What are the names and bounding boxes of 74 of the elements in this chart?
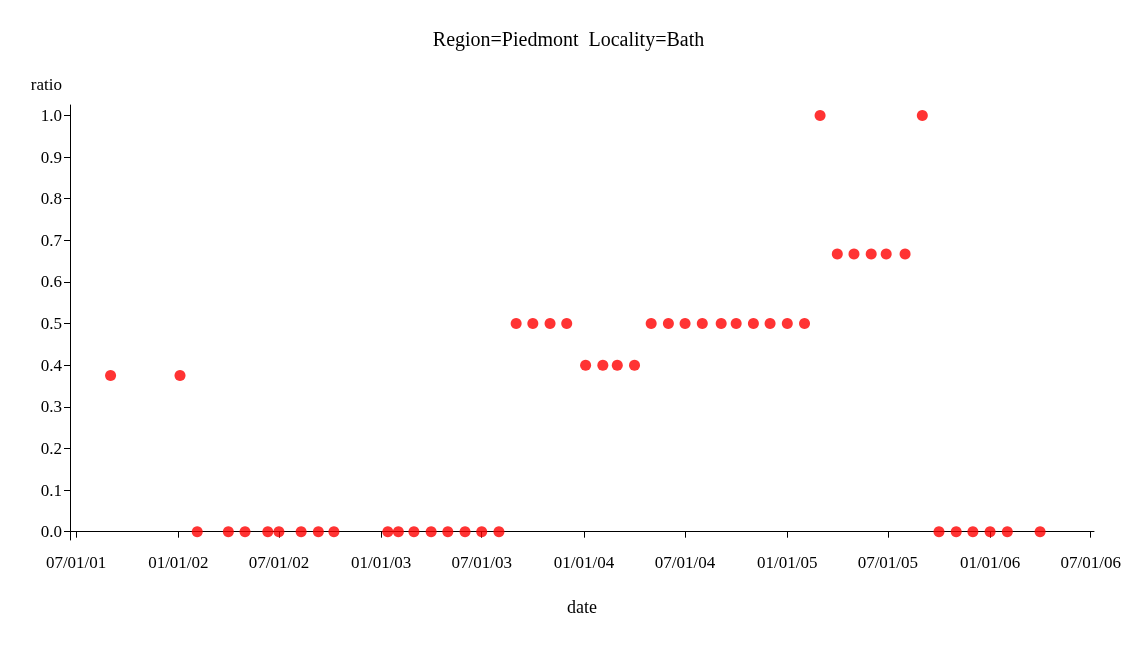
x-tick-label: 01/01/03 — [350, 553, 412, 572]
point — [645, 318, 657, 330]
point — [1034, 526, 1046, 538]
point — [312, 526, 324, 538]
y-tick-label: 0.7 — [40, 230, 63, 250]
point — [382, 526, 394, 538]
point — [848, 248, 860, 260]
point — [950, 526, 962, 538]
point — [476, 526, 488, 538]
point — [764, 318, 776, 330]
point — [442, 526, 454, 538]
point — [295, 526, 307, 538]
x-tick-label: 01/01/05 — [757, 553, 818, 572]
point — [191, 526, 203, 538]
point — [799, 318, 811, 330]
point — [880, 248, 892, 260]
point — [239, 526, 251, 538]
y-tick-label: 0.8 — [40, 189, 62, 209]
point — [392, 526, 404, 538]
x-tick-label: 07/01/03 — [451, 553, 512, 572]
chart-title: Region=Piedmont Locality=Bath — [432, 28, 705, 51]
point — [899, 248, 911, 260]
point — [831, 248, 843, 260]
y-tick-label: 1.0 — [40, 105, 62, 125]
point — [262, 526, 274, 538]
point — [493, 526, 505, 538]
y-tick-label: 0.4 — [40, 355, 63, 375]
x-tick-label: 07/01/02 — [248, 553, 310, 572]
point — [747, 318, 759, 330]
point — [984, 526, 996, 538]
point — [174, 370, 186, 382]
y-tick-label: 0.6 — [40, 272, 62, 292]
point — [222, 526, 234, 538]
point — [561, 318, 573, 330]
point — [597, 359, 609, 371]
point — [408, 526, 420, 538]
point — [662, 318, 674, 330]
y-tick-label: 0.3 — [40, 397, 62, 417]
point — [865, 248, 877, 260]
point — [459, 526, 471, 538]
point — [715, 318, 727, 330]
y-tick-label: 0.5 — [40, 314, 62, 334]
y-tick-label: 0.2 — [40, 438, 62, 458]
x-tick-label: 01/01/06 — [959, 553, 1021, 572]
y-tick-label: 0.1 — [40, 480, 62, 500]
point — [1001, 526, 1013, 538]
x-tick-label: 01/01/04 — [553, 553, 615, 572]
x-tick-label: 07/01/04 — [654, 553, 716, 572]
x-tick-label: 01/01/02 — [148, 553, 209, 572]
point — [679, 318, 691, 330]
point — [510, 318, 522, 330]
point — [105, 370, 117, 382]
y-tick-label: 0.9 — [40, 147, 62, 167]
point — [580, 359, 592, 371]
point — [425, 526, 437, 538]
point — [967, 526, 979, 538]
x-tick-label: 07/01/01 — [45, 553, 107, 572]
point — [933, 526, 945, 538]
point — [696, 318, 708, 330]
point — [781, 318, 793, 330]
point — [629, 359, 641, 371]
point — [611, 359, 623, 371]
y-tick-label: 0.0 — [40, 522, 62, 542]
x-tick-label: 07/01/06 — [1060, 553, 1121, 572]
x-axis-title: date — [567, 597, 597, 617]
point — [273, 526, 285, 538]
point — [544, 318, 556, 330]
point — [730, 318, 742, 330]
point — [814, 109, 826, 121]
point — [527, 318, 539, 330]
y-axis-title: ratio — [30, 75, 62, 94]
x-tick-label: 07/01/05 — [857, 553, 919, 572]
point — [328, 526, 340, 538]
point — [916, 109, 928, 121]
